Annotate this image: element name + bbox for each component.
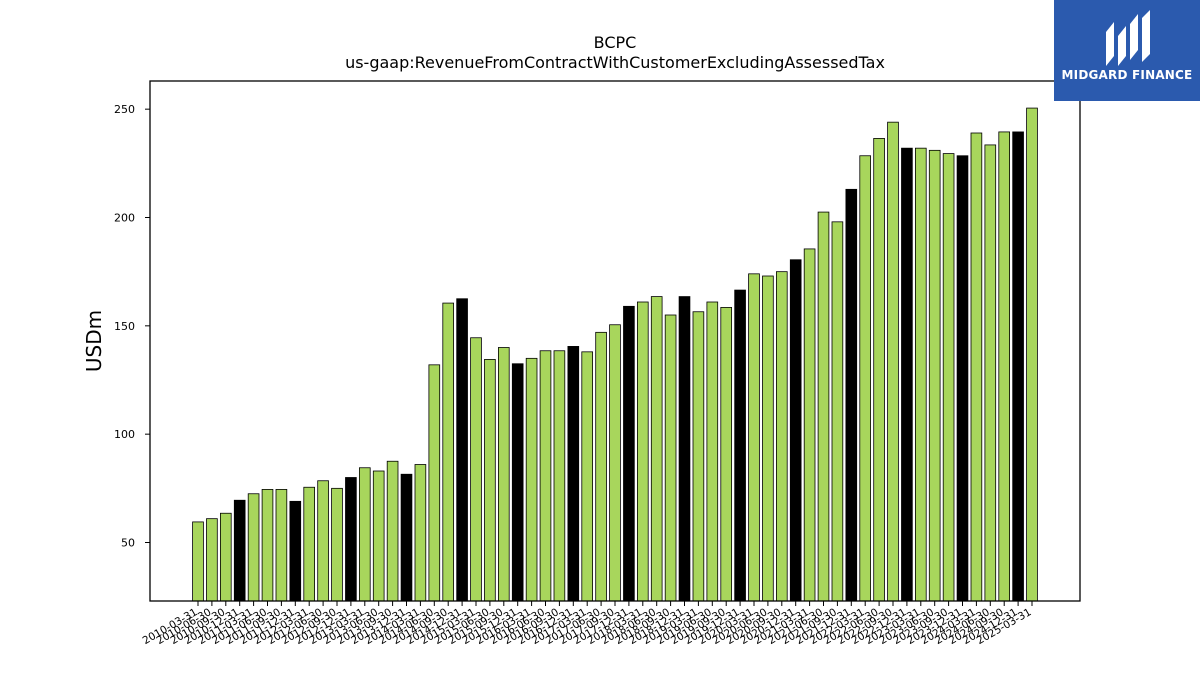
y-tick-label: 250: [114, 103, 135, 116]
bar: [511, 363, 524, 602]
bar: [567, 346, 580, 602]
bar: [192, 521, 204, 602]
plot-frame: [149, 80, 1081, 602]
bar: [817, 211, 830, 602]
chart-title: BCPC: [594, 33, 637, 52]
bar: [317, 480, 329, 602]
bar: [650, 296, 663, 602]
bar: [456, 298, 468, 602]
bar: [331, 487, 343, 602]
bar: [942, 153, 955, 602]
bar: [247, 493, 260, 602]
bar: [720, 307, 732, 602]
bar: [831, 221, 844, 602]
bar: [1026, 107, 1038, 602]
bar: [358, 467, 371, 602]
bar: [539, 350, 552, 602]
bar: [470, 337, 482, 602]
bar: [497, 347, 510, 602]
bar: [970, 132, 983, 602]
bar: [525, 357, 538, 602]
logo-text: MIDGARD FINANCE: [1061, 68, 1193, 82]
bar: [553, 350, 566, 602]
logo-mark-icon: [1106, 10, 1150, 66]
bar: [386, 460, 399, 602]
bar: [748, 273, 760, 602]
bar: [414, 464, 427, 602]
bar: [998, 131, 1010, 602]
bar: [789, 259, 802, 602]
bar: [372, 470, 385, 602]
y-tick-label: 100: [114, 428, 135, 441]
bar: [261, 489, 274, 602]
bars-group: [192, 107, 1038, 602]
bar: [303, 486, 315, 602]
y-axis-label: USDm: [82, 310, 106, 372]
bar: [233, 499, 246, 602]
bar: [428, 364, 441, 602]
bar: [637, 301, 649, 602]
bar: [928, 149, 941, 602]
bar: [776, 271, 788, 602]
bar: [219, 512, 232, 602]
bar: [859, 155, 871, 602]
bar: [275, 489, 288, 602]
x-axis: 2010-03-312010-06-302010-09-302010-12-31…: [141, 601, 1034, 647]
bar: [845, 188, 858, 602]
bar: [887, 121, 899, 602]
brand-logo: MIDGARD FINANCE: [1054, 0, 1200, 101]
y-axis: 50 100 150 200 250: [114, 103, 150, 550]
bar: [289, 500, 302, 602]
bar: [984, 144, 997, 602]
bar: [442, 302, 454, 602]
y-tick-label: 50: [121, 537, 135, 550]
bar: [664, 314, 677, 602]
bar: [581, 351, 593, 602]
bar: [206, 518, 218, 602]
bar: [678, 296, 691, 602]
chart-subtitle: us-gaap:RevenueFromContractWithCustomerE…: [345, 53, 885, 72]
bar: [400, 473, 413, 602]
bar: [1012, 131, 1024, 602]
y-tick-label: 150: [114, 320, 135, 333]
bar: [803, 248, 816, 602]
bar: [873, 138, 885, 602]
bar: [762, 275, 774, 602]
bar: [734, 289, 746, 602]
y-tick-label: 200: [114, 212, 135, 225]
bar: [956, 155, 969, 602]
bar: [609, 324, 621, 602]
bar: [623, 305, 635, 602]
bar: [915, 147, 927, 602]
bar: [706, 301, 719, 602]
bar: [595, 331, 607, 602]
bar: [692, 311, 705, 602]
bar: [345, 477, 357, 602]
bar: [484, 359, 496, 602]
bar: [901, 147, 913, 602]
